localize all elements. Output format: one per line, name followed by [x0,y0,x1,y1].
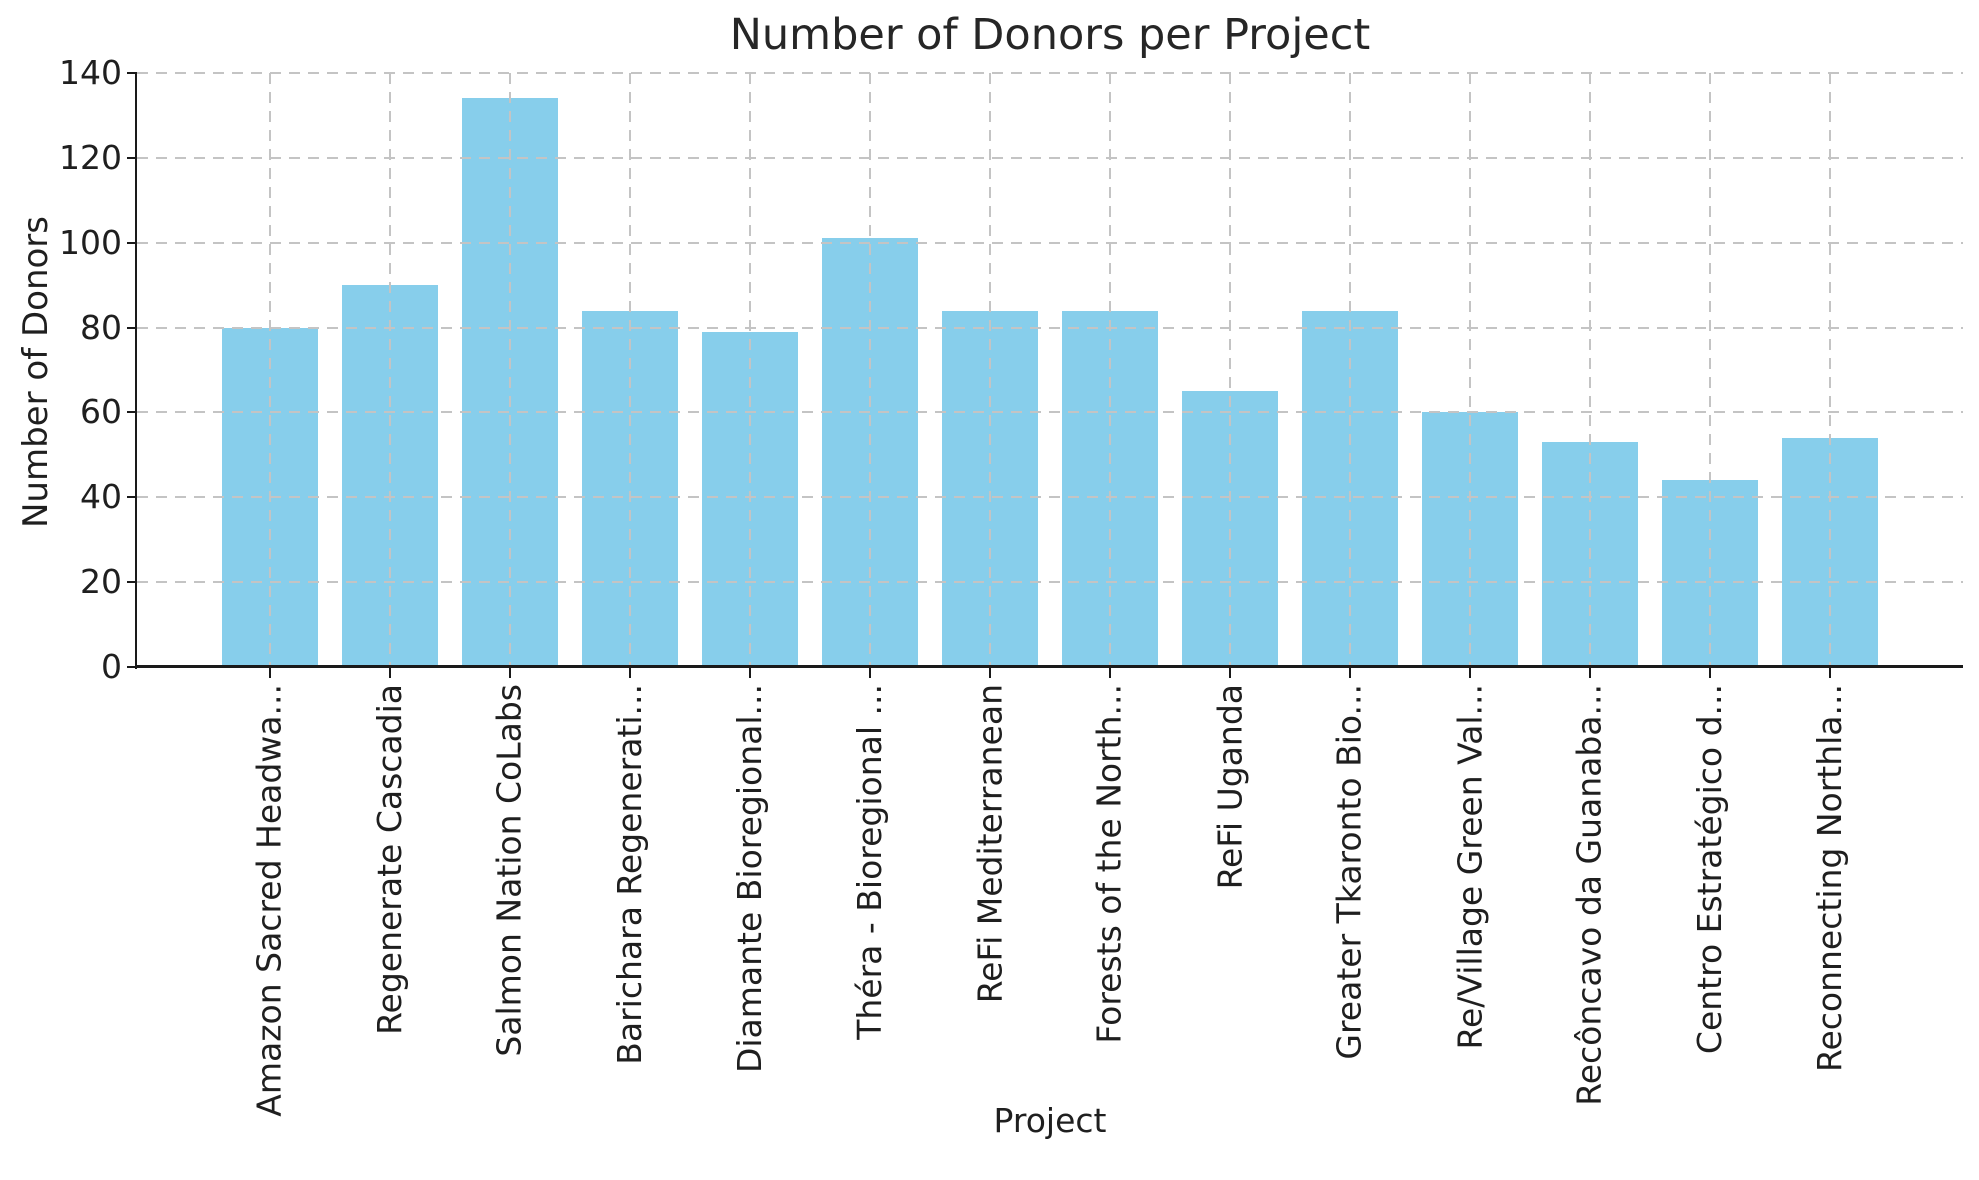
x-tick-mark [389,667,391,678]
y-axis-spine [135,73,137,669]
x-tick-mark [269,667,271,678]
x-grid-line [629,73,631,667]
y-grid-line [137,241,1963,244]
y-grid-line [137,326,1963,329]
y-tick-label: 60 [80,392,122,432]
y-tick-mark [127,581,137,584]
y-tick-mark [127,496,137,499]
x-grid-line [869,73,871,667]
y-tick-mark [127,241,137,244]
x-tick-mark [1589,667,1591,678]
x-tick-mark [869,667,871,678]
chart-title: Number of Donors per Project [729,10,1371,60]
y-grid-line [137,411,1963,414]
y-grid-line [137,496,1963,499]
y-grid-line [137,72,1963,74]
y-tick-label: 20 [80,562,122,602]
x-grid-line [389,73,391,667]
y-tick-label: 120 [59,137,122,177]
x-grid-line [1469,73,1471,667]
x-grid-line [509,73,511,667]
x-axis-spine [135,665,1963,668]
x-tick-mark [749,667,751,678]
y-grid-line [137,156,1963,159]
x-tick-mark [629,667,631,678]
x-grid-line [749,73,751,667]
x-tick-mark [1109,667,1111,678]
y-tick-label: 80 [80,307,122,347]
y-grid-line [137,581,1963,584]
y-tick-mark [127,411,137,414]
x-tick-mark [1709,667,1711,678]
x-grid-line [1349,73,1351,667]
y-tick-mark [127,156,137,159]
y-tick-label: 100 [59,222,122,262]
x-grid-line [989,73,991,667]
x-tick-mark [509,667,511,678]
x-tick-mark [989,667,991,678]
x-grid-line [1229,73,1231,667]
x-grid-line [1589,73,1591,667]
x-tick-mark [1349,667,1351,678]
x-tick-mark [1469,667,1471,678]
x-grid-line [269,73,271,667]
x-grid-line [1709,73,1711,667]
y-tick-mark [127,72,137,74]
x-tick-mark [1229,667,1231,678]
x-grid-line [1829,73,1831,667]
y-tick-label: 40 [80,477,122,517]
x-tick-mark [1829,667,1831,678]
y-tick-mark [127,326,137,329]
x-axis-title: Project [993,1101,1107,1140]
y-tick-mark [127,666,137,668]
y-tick-label: 0 [101,647,122,686]
x-grid-line [1109,73,1111,667]
y-tick-label: 140 [59,53,122,92]
